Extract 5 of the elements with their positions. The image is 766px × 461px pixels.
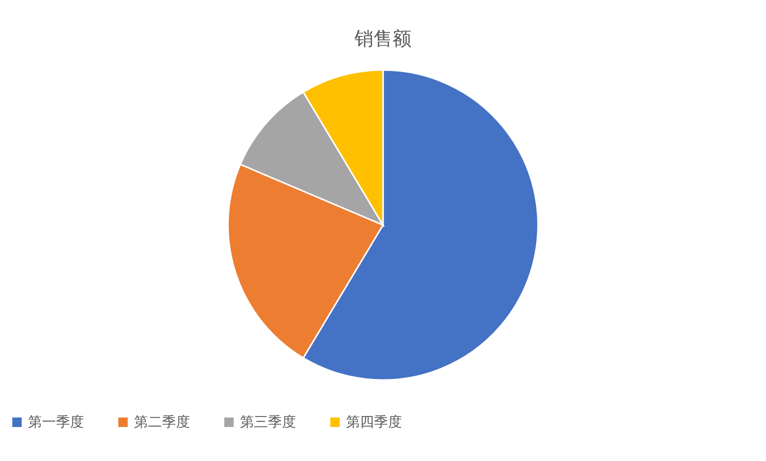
legend-label: 第三季度 xyxy=(240,414,296,430)
legend-label: 第四季度 xyxy=(346,414,402,430)
legend-label: 第一季度 xyxy=(28,414,84,430)
chart-title: 销售额 xyxy=(354,28,412,50)
legend-label: 第二季度 xyxy=(134,414,190,430)
